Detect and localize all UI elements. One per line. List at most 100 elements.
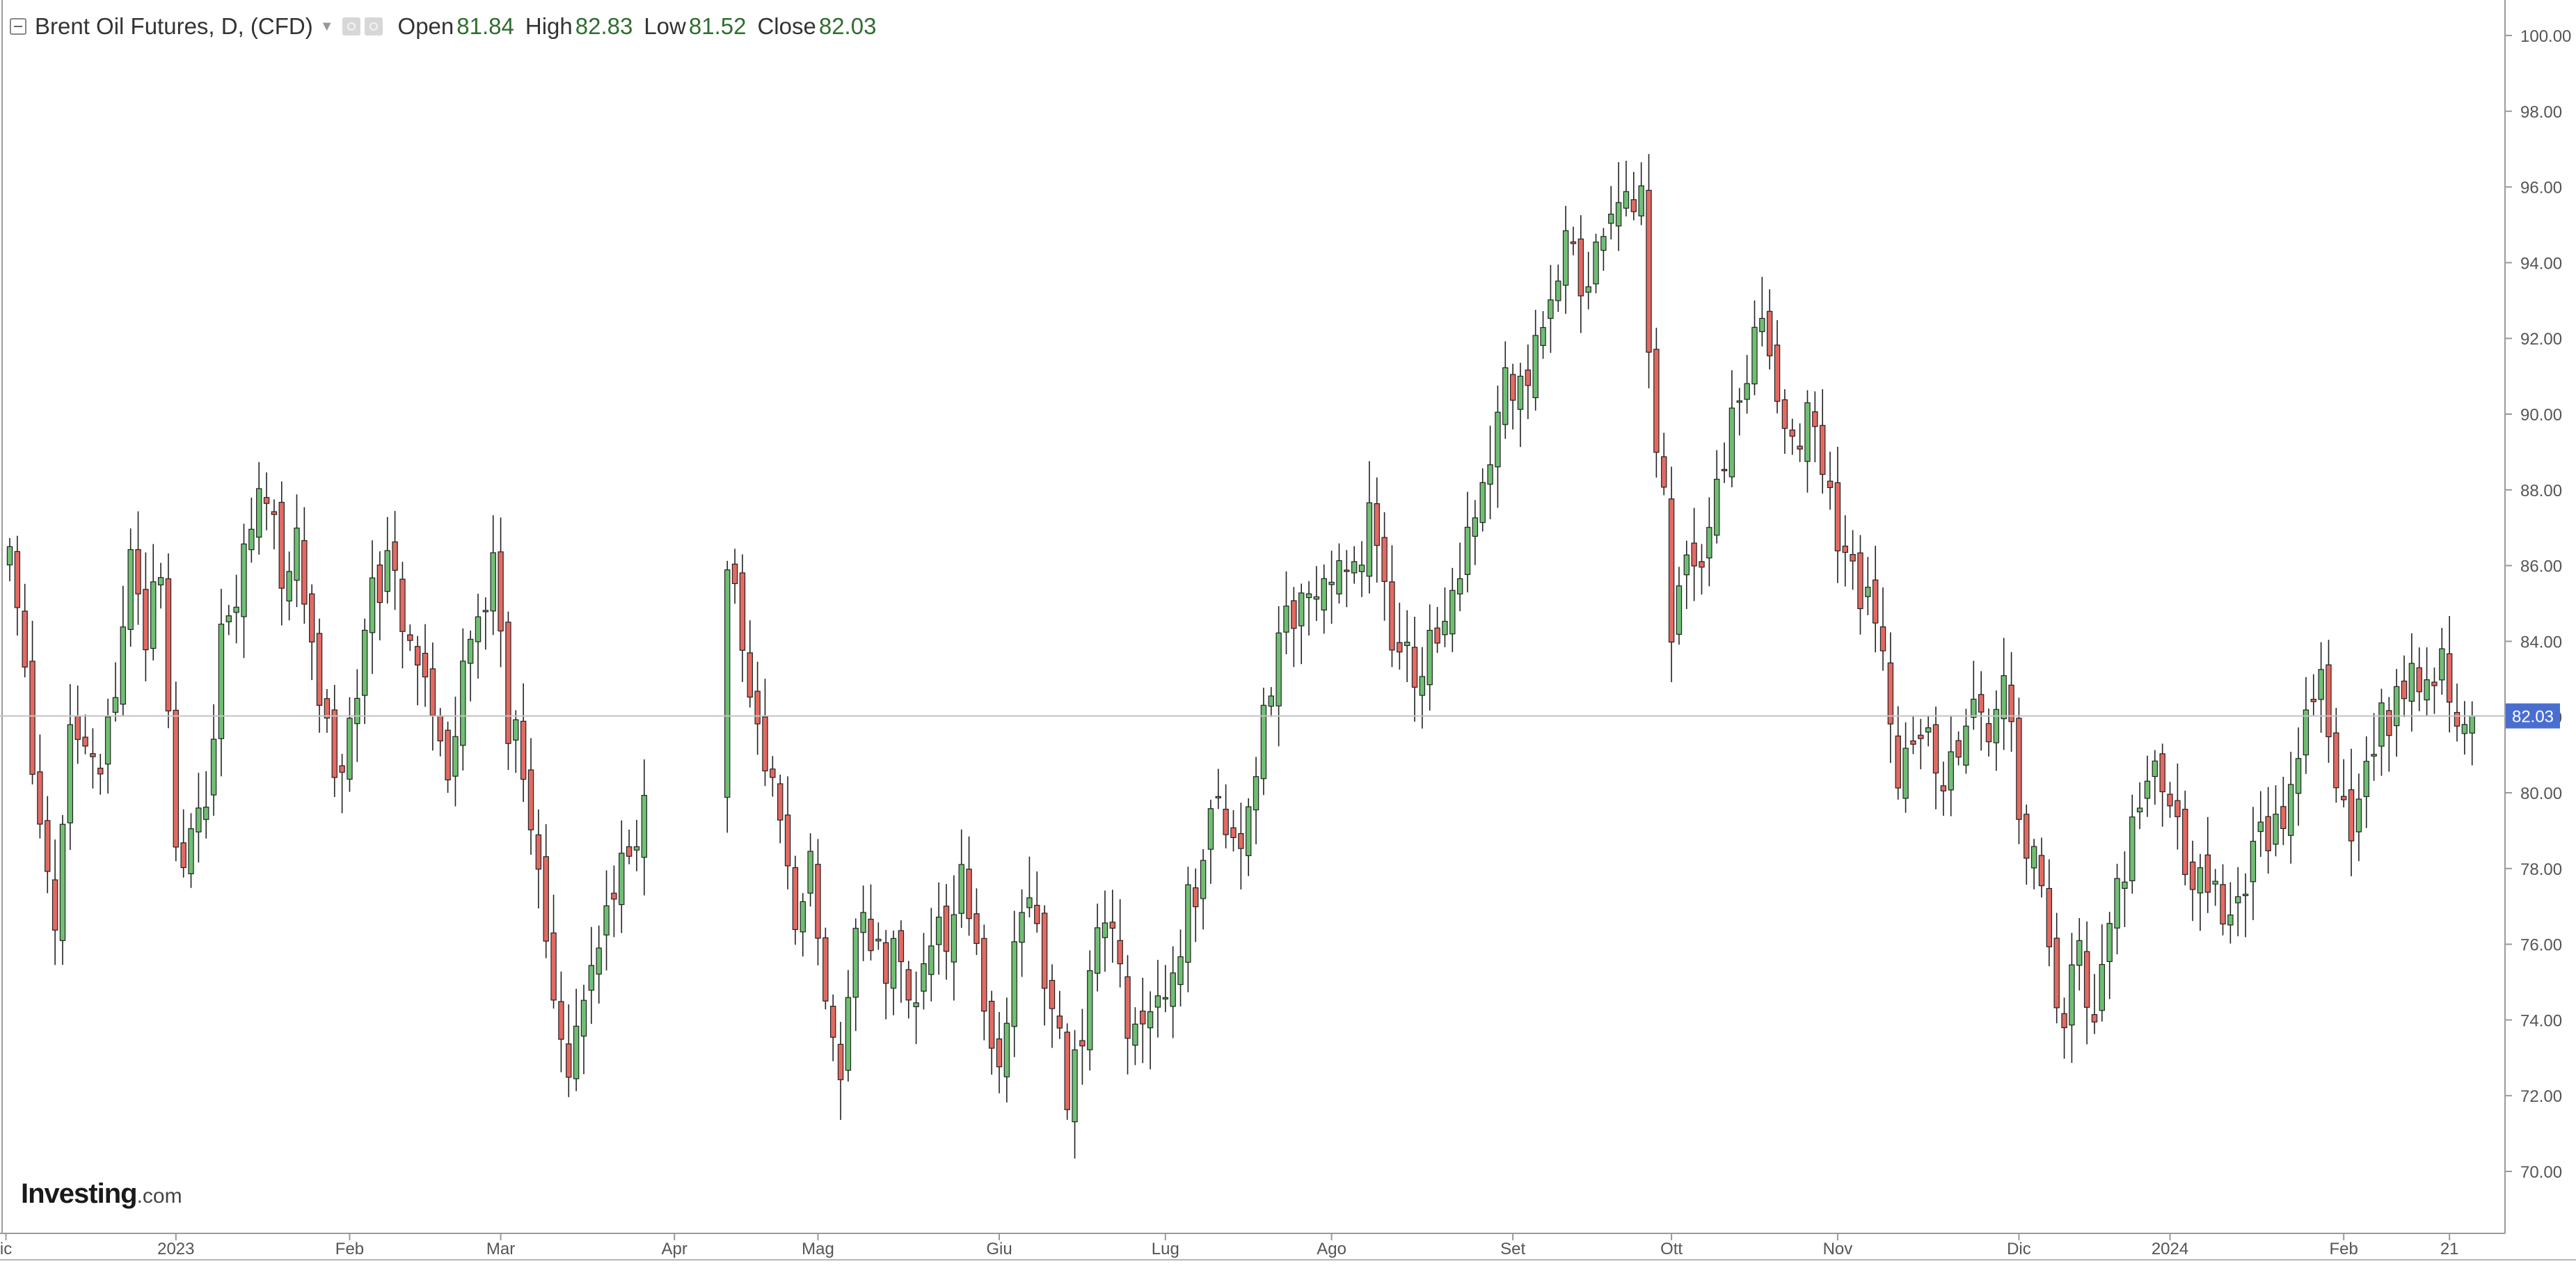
- settings-icon[interactable]: [364, 17, 383, 35]
- candle-body: [543, 856, 549, 942]
- candle-body: [2001, 675, 2007, 720]
- candle-body: [762, 716, 768, 772]
- candle-body: [1736, 400, 1742, 403]
- x-tick-label: 2023: [157, 1240, 194, 1258]
- candle-body: [452, 736, 459, 777]
- candle-body: [2167, 793, 2173, 807]
- high-value: 82.83: [575, 13, 633, 39]
- candle: [294, 494, 300, 608]
- candle-body: [210, 738, 217, 796]
- candle-body: [241, 543, 247, 617]
- candle: [898, 920, 905, 1003]
- candle: [1797, 423, 1803, 462]
- y-tick-label: 76.00: [2520, 936, 2562, 955]
- candle: [973, 888, 980, 956]
- candle-body: [2204, 854, 2211, 893]
- candle: [1177, 929, 1184, 1006]
- candle-body: [1850, 553, 1856, 562]
- candle: [2008, 651, 2014, 752]
- candle-body: [2046, 887, 2053, 947]
- candle: [1246, 798, 1252, 876]
- candle-body: [611, 892, 617, 900]
- candle-body: [1328, 581, 1335, 585]
- candle-body: [1011, 941, 1017, 1027]
- candle-body: [1971, 698, 1977, 718]
- candle: [1638, 162, 1644, 226]
- candle: [603, 870, 610, 971]
- candle-body: [2424, 679, 2430, 701]
- y-tick-label: 84.00: [2520, 633, 2562, 651]
- candle: [6, 538, 13, 582]
- candle: [1955, 731, 1962, 766]
- candle: [2424, 647, 2430, 716]
- candle-body: [14, 551, 21, 608]
- candle-body: [248, 528, 255, 551]
- candle: [2106, 911, 2113, 1000]
- eye-icon[interactable]: [342, 17, 360, 35]
- candle-body: [271, 511, 278, 515]
- candle-body: [498, 551, 504, 632]
- candle: [1275, 606, 1282, 747]
- candle: [316, 618, 323, 733]
- candle-body: [1600, 236, 1607, 251]
- candle-body: [1676, 585, 1683, 635]
- candle-body: [1555, 281, 1561, 301]
- candle: [731, 548, 738, 604]
- candle-body: [633, 846, 640, 851]
- candle: [2431, 667, 2438, 714]
- x-tick-label: Lug: [1152, 1240, 1179, 1258]
- investing-logo: Investing.com: [21, 1178, 182, 1210]
- candle: [928, 908, 935, 1002]
- candle-body: [596, 947, 602, 975]
- candle: [2220, 864, 2226, 935]
- candle: [2091, 974, 2098, 1034]
- candle-body: [1593, 242, 1599, 285]
- candle-body: [1948, 751, 1954, 791]
- low-label: Low: [644, 13, 686, 39]
- candle: [1162, 965, 1169, 1013]
- candle-body: [475, 616, 482, 642]
- candle: [792, 855, 799, 945]
- candle-body: [173, 709, 180, 848]
- y-tick-label: 90.00: [2520, 406, 2562, 425]
- candle: [2083, 921, 2090, 1045]
- candle: [724, 560, 731, 833]
- candle-body: [1358, 564, 1365, 572]
- candle-body: [2008, 684, 2014, 722]
- candle: [921, 933, 927, 1010]
- candle: [1615, 161, 1622, 251]
- candle-body: [165, 578, 172, 711]
- candle: [566, 1004, 572, 1098]
- candle: [218, 589, 225, 777]
- candle: [1404, 610, 1410, 683]
- candle: [2363, 736, 2369, 828]
- chevron-down-icon[interactable]: ▼: [319, 18, 334, 34]
- candle: [626, 829, 633, 864]
- candle: [445, 721, 451, 793]
- candle: [1397, 602, 1403, 670]
- candle-body: [37, 771, 43, 825]
- candle-body: [1668, 498, 1675, 643]
- candle-body: [1479, 482, 1486, 523]
- candle: [2175, 764, 2181, 850]
- candle: [1041, 905, 1048, 1026]
- candle: [951, 875, 957, 1001]
- candle-body: [278, 502, 285, 589]
- candle-body: [97, 768, 104, 775]
- candle: [165, 553, 172, 729]
- candle: [1577, 215, 1584, 333]
- candle-body: [1932, 724, 1939, 774]
- candle-body: [1623, 191, 1630, 209]
- candle: [1646, 154, 1652, 388]
- candle: [1064, 1023, 1070, 1120]
- candle-body: [573, 1025, 580, 1080]
- collapse-legend-icon[interactable]: [10, 18, 26, 35]
- low-value: 81.52: [688, 13, 747, 39]
- candle: [2439, 628, 2445, 695]
- candle: [588, 926, 595, 1024]
- candle-body: [852, 928, 859, 998]
- candle-body: [2016, 718, 2022, 820]
- candle-body: [2461, 724, 2468, 734]
- candle-body: [2076, 940, 2083, 966]
